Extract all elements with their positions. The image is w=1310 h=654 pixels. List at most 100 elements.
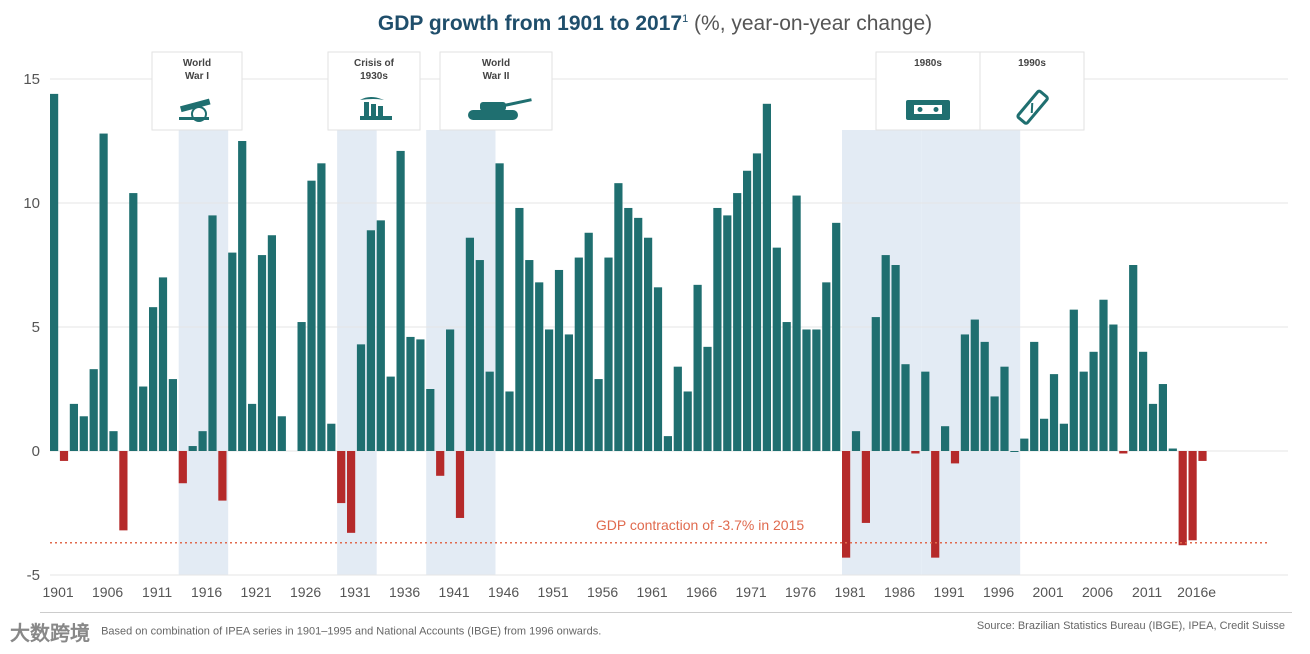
bar-1979 bbox=[822, 282, 831, 451]
bar-1988 bbox=[911, 451, 920, 454]
era-label: World bbox=[482, 58, 510, 69]
bar-1963 bbox=[663, 436, 672, 451]
bar-1982 bbox=[851, 431, 861, 451]
bar-1948 bbox=[515, 207, 524, 451]
bar-2009 bbox=[1119, 451, 1128, 454]
x-tick-label: 1996 bbox=[983, 584, 1014, 600]
bar-1909 bbox=[129, 193, 138, 451]
bar-1928 bbox=[317, 163, 326, 451]
cannon-barrel bbox=[179, 98, 211, 113]
bar-1918 bbox=[218, 451, 227, 501]
bar-1930 bbox=[337, 451, 346, 504]
bar-1915 bbox=[188, 446, 197, 451]
factory-base bbox=[360, 116, 392, 120]
cassette-window bbox=[914, 105, 942, 114]
footer-divider bbox=[40, 612, 1292, 613]
chart-subtitle: (%, year-on-year change) bbox=[694, 12, 933, 35]
bar-1965 bbox=[683, 391, 692, 451]
bar-1996 bbox=[990, 396, 999, 451]
era-label: 1980s bbox=[914, 58, 942, 69]
x-tick-label: 1921 bbox=[241, 584, 272, 600]
bar-1980 bbox=[832, 222, 841, 451]
x-tick-label: 1971 bbox=[736, 584, 767, 600]
bar-1903 bbox=[69, 403, 78, 451]
bar-1954 bbox=[574, 257, 583, 451]
bar-1968 bbox=[713, 207, 722, 451]
phone-keys bbox=[1030, 102, 1034, 114]
bar-1906 bbox=[99, 133, 108, 451]
x-tick-label: 1901 bbox=[43, 584, 74, 600]
era-label: 1990s bbox=[1018, 58, 1046, 69]
bar-2010 bbox=[1129, 265, 1138, 451]
bar-1983 bbox=[861, 451, 870, 523]
factory-smoke bbox=[360, 97, 384, 100]
bar-1985 bbox=[881, 255, 890, 451]
bar-1922 bbox=[257, 255, 267, 451]
bar-1989 bbox=[921, 371, 930, 451]
bar-1939 bbox=[426, 389, 435, 451]
era-label: World bbox=[183, 58, 211, 69]
bar-1957 bbox=[604, 257, 613, 451]
bar-1946 bbox=[495, 163, 504, 451]
bar-1942 bbox=[455, 451, 465, 518]
bar-1987 bbox=[901, 364, 910, 451]
bar-1964 bbox=[673, 366, 682, 451]
bar-1976 bbox=[792, 195, 801, 451]
factory-chimney bbox=[371, 104, 376, 120]
bar-2003 bbox=[1059, 423, 1068, 451]
bar-1920 bbox=[238, 141, 247, 451]
era-label: War II bbox=[483, 71, 510, 82]
watermark-logo: 大数跨境 bbox=[10, 623, 90, 645]
x-tick-label: 1951 bbox=[538, 584, 569, 600]
bar-1924 bbox=[277, 416, 286, 451]
bar-1986 bbox=[891, 265, 900, 451]
bar-1971 bbox=[743, 170, 752, 451]
bar-1923 bbox=[267, 235, 276, 451]
bar-1933 bbox=[366, 230, 375, 451]
cannon-base bbox=[179, 117, 209, 120]
bar-1970 bbox=[733, 193, 742, 451]
bar-1958 bbox=[614, 183, 623, 451]
era-label-box-1: Crisis of 1930s bbox=[327, 51, 421, 131]
bar-1913 bbox=[168, 379, 177, 451]
bar-1998 bbox=[1010, 451, 1019, 452]
x-tick-label: 1956 bbox=[587, 584, 618, 600]
bar-1992 bbox=[950, 451, 960, 464]
era-label: 1930s bbox=[360, 71, 388, 82]
x-tick-label: 1911 bbox=[142, 584, 172, 600]
era-label: War I bbox=[185, 71, 209, 82]
bar-2015 bbox=[1178, 451, 1187, 546]
bar-1969 bbox=[723, 215, 732, 451]
bar-1905 bbox=[89, 369, 98, 451]
era-shade-0 bbox=[178, 130, 229, 575]
bar-1914 bbox=[178, 451, 187, 484]
bar-1904 bbox=[79, 416, 88, 451]
x-tick-label: 1906 bbox=[92, 584, 123, 600]
era-label-box-4: 1990s bbox=[979, 51, 1085, 131]
bar-1984 bbox=[871, 317, 880, 451]
cassette-icon bbox=[906, 100, 950, 120]
bar-1990 bbox=[931, 451, 940, 558]
bar-1927 bbox=[307, 180, 316, 451]
bar-2013 bbox=[1158, 384, 1167, 451]
bar-1952 bbox=[554, 269, 564, 451]
bar-2014 bbox=[1168, 448, 1177, 451]
x-tick-label: 1961 bbox=[637, 584, 668, 600]
bar-1978 bbox=[812, 329, 821, 451]
bar-1955 bbox=[584, 232, 593, 451]
cassette-reel bbox=[917, 107, 923, 112]
bar-1937 bbox=[406, 336, 415, 451]
bar-1947 bbox=[505, 391, 514, 451]
bar-1934 bbox=[376, 220, 385, 451]
phone-icon bbox=[1016, 89, 1049, 125]
cannon-icon bbox=[179, 98, 211, 122]
bar-1919 bbox=[228, 252, 237, 451]
x-tick-label: 1936 bbox=[389, 584, 420, 600]
x-tick-label: 1966 bbox=[686, 584, 717, 600]
bar-1956 bbox=[594, 379, 603, 451]
bar-1943 bbox=[465, 237, 474, 451]
bar-1910 bbox=[139, 386, 148, 451]
x-tick-label: 1991 bbox=[934, 584, 965, 600]
x-tick-label: 1931 bbox=[340, 584, 371, 600]
